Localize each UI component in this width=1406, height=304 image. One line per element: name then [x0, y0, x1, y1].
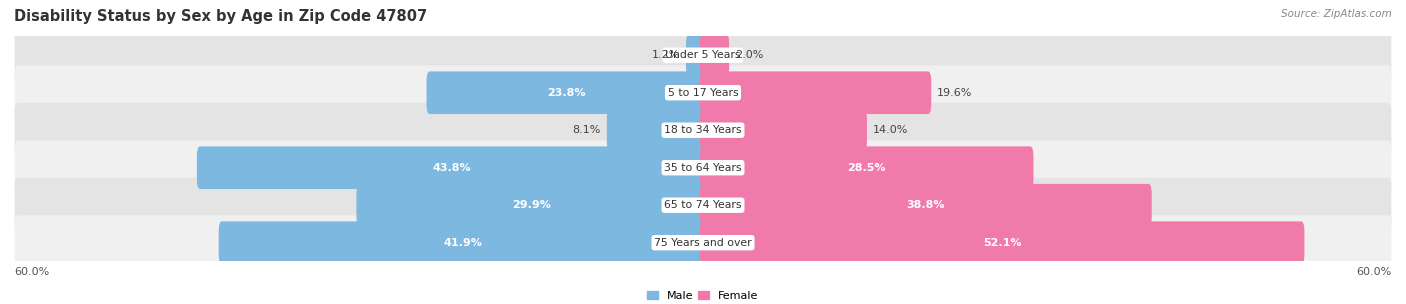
FancyBboxPatch shape: [197, 147, 706, 189]
FancyBboxPatch shape: [607, 109, 706, 151]
Text: Source: ZipAtlas.com: Source: ZipAtlas.com: [1281, 9, 1392, 19]
FancyBboxPatch shape: [357, 184, 706, 226]
Text: 28.5%: 28.5%: [848, 163, 886, 173]
FancyBboxPatch shape: [686, 34, 706, 77]
Text: 60.0%: 60.0%: [1357, 267, 1392, 277]
Text: 75 Years and over: 75 Years and over: [654, 238, 752, 248]
Text: 19.6%: 19.6%: [938, 88, 973, 98]
Text: 14.0%: 14.0%: [873, 125, 908, 135]
Text: 60.0%: 60.0%: [14, 267, 49, 277]
FancyBboxPatch shape: [219, 221, 706, 264]
FancyBboxPatch shape: [14, 65, 1392, 120]
Text: Disability Status by Sex by Age in Zip Code 47807: Disability Status by Sex by Age in Zip C…: [14, 9, 427, 24]
Text: 43.8%: 43.8%: [432, 163, 471, 173]
FancyBboxPatch shape: [14, 215, 1392, 270]
FancyBboxPatch shape: [14, 178, 1392, 233]
FancyBboxPatch shape: [14, 103, 1392, 157]
FancyBboxPatch shape: [700, 34, 730, 77]
FancyBboxPatch shape: [700, 71, 931, 114]
FancyBboxPatch shape: [700, 109, 868, 151]
Text: Under 5 Years: Under 5 Years: [665, 50, 741, 60]
FancyBboxPatch shape: [700, 221, 1305, 264]
FancyBboxPatch shape: [700, 147, 1033, 189]
FancyBboxPatch shape: [14, 28, 1392, 83]
Text: 8.1%: 8.1%: [572, 125, 600, 135]
Legend: Male, Female: Male, Female: [643, 286, 763, 304]
Text: 38.8%: 38.8%: [907, 200, 945, 210]
Text: 18 to 34 Years: 18 to 34 Years: [664, 125, 742, 135]
Text: 5 to 17 Years: 5 to 17 Years: [668, 88, 738, 98]
Text: 41.9%: 41.9%: [443, 238, 482, 248]
Text: 23.8%: 23.8%: [547, 88, 586, 98]
Text: 65 to 74 Years: 65 to 74 Years: [664, 200, 742, 210]
Text: 29.9%: 29.9%: [512, 200, 551, 210]
Text: 2.0%: 2.0%: [735, 50, 763, 60]
Text: 52.1%: 52.1%: [983, 238, 1021, 248]
Text: 35 to 64 Years: 35 to 64 Years: [664, 163, 742, 173]
Text: 1.2%: 1.2%: [651, 50, 681, 60]
FancyBboxPatch shape: [14, 140, 1392, 195]
FancyBboxPatch shape: [700, 184, 1152, 226]
FancyBboxPatch shape: [426, 71, 706, 114]
